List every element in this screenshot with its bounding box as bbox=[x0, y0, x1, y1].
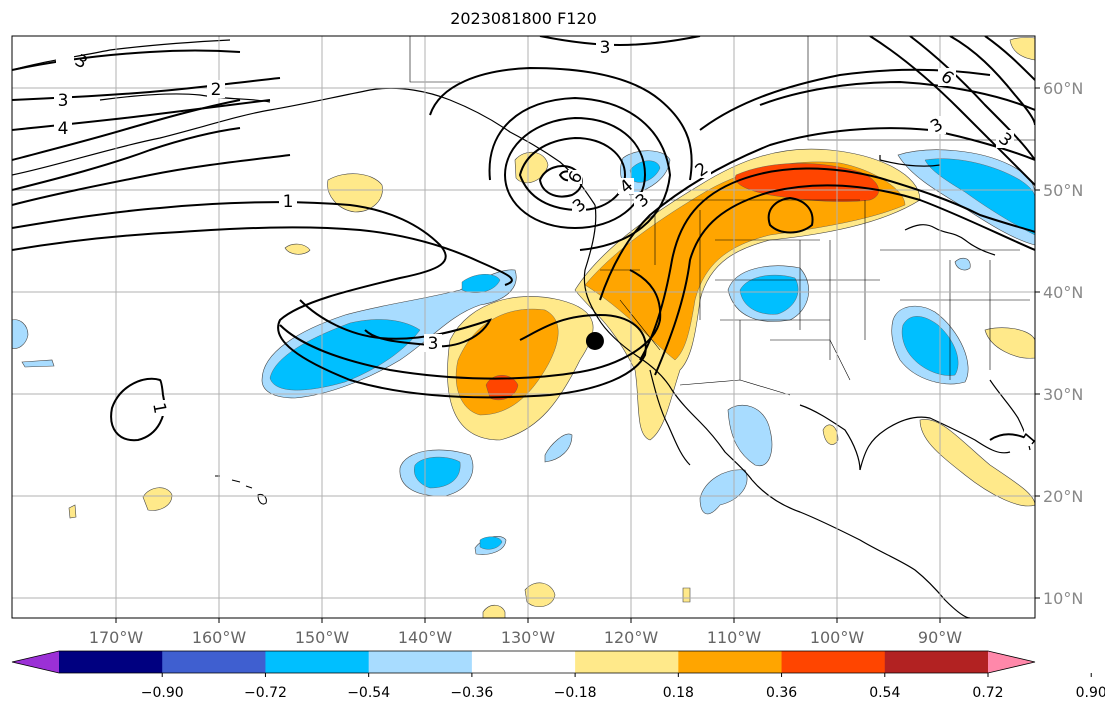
colorbar-extend-min bbox=[12, 651, 59, 673]
colorbar-tick-label: −0.36 bbox=[450, 685, 493, 701]
map-title: 2023081800 F120 bbox=[450, 9, 597, 28]
colorbar-segment bbox=[781, 651, 886, 673]
latitude-axis: 60°N 50°N 40°N 30°N 20°N 10°N bbox=[1035, 79, 1083, 608]
colorbar-tick-label: 0.18 bbox=[663, 685, 694, 701]
contour-label: 3 bbox=[428, 334, 439, 354]
colorbar-segment bbox=[265, 651, 370, 673]
lon-tick-label: 140°W bbox=[398, 628, 453, 647]
lon-tick-label: 170°W bbox=[89, 628, 144, 647]
contour-label: 4 bbox=[58, 119, 69, 139]
colorbar-segment bbox=[368, 651, 473, 673]
contour-label: 3 bbox=[58, 91, 69, 111]
colorbar-segment bbox=[471, 651, 576, 673]
colorbar-tick-label: −0.54 bbox=[347, 685, 390, 701]
location-marker bbox=[585, 331, 604, 350]
height-contours bbox=[12, 36, 1035, 442]
colorbar-segment bbox=[575, 651, 679, 673]
lon-tick-label: 160°W bbox=[192, 628, 247, 647]
colorbar-segment bbox=[59, 651, 163, 673]
colorbar-segment bbox=[884, 651, 989, 673]
lat-tick-label: 60°N bbox=[1043, 79, 1083, 98]
lon-tick-label: 110°W bbox=[707, 628, 762, 647]
lon-tick-label: 130°W bbox=[501, 628, 556, 647]
colorbar-tick-label: −0.90 bbox=[141, 685, 184, 701]
colorbar-tick-label: 0.54 bbox=[869, 685, 900, 701]
lat-tick-label: 10°N bbox=[1043, 589, 1083, 608]
colorbar-tick-label: 0.72 bbox=[972, 685, 1003, 701]
lat-tick-label: 40°N bbox=[1043, 283, 1083, 302]
shaded-anomaly-field bbox=[12, 37, 1035, 618]
contour-label: 1 bbox=[283, 192, 294, 212]
map-frame bbox=[11, 35, 1036, 619]
colorbar-extend-max bbox=[988, 651, 1035, 673]
lon-tick-label: 120°W bbox=[604, 628, 659, 647]
lat-tick-label: 50°N bbox=[1043, 181, 1083, 200]
contour-label: 2 bbox=[211, 80, 222, 100]
contour-label: 1 bbox=[148, 401, 170, 415]
colorbar-tick-label: 0.90 bbox=[1076, 685, 1105, 701]
contour-label-group: 3 2 3 3 4 1 3 1 2 3 6 3 3 4 bbox=[54, 38, 1035, 449]
colorbar-tick-label: −0.18 bbox=[554, 685, 597, 701]
colorbar-tick-label: −0.72 bbox=[244, 685, 287, 701]
longitude-axis: 170°W 160°W 150°W 140°W 130°W 120°W 110°W 100°W… bbox=[89, 618, 962, 647]
lon-tick-label: 100°W bbox=[810, 628, 865, 647]
lat-tick-label: 30°N bbox=[1043, 385, 1083, 404]
colorbar: −0.90 −0.72 −0.54 −0.36 −0.18 0.18 0.36 0.54 0.7… bbox=[11, 650, 1105, 701]
lat-tick-label: 20°N bbox=[1043, 487, 1083, 506]
colorbar-segment bbox=[678, 651, 783, 673]
lon-tick-label: 150°W bbox=[295, 628, 350, 647]
graticule bbox=[12, 36, 1035, 618]
lon-tick-label: 90°W bbox=[918, 628, 962, 647]
colorbar-outline bbox=[11, 650, 1036, 674]
colorbar-segment bbox=[162, 651, 266, 673]
contour-label: 3 bbox=[600, 38, 611, 58]
colorbar-tick-label: 0.36 bbox=[766, 685, 797, 701]
